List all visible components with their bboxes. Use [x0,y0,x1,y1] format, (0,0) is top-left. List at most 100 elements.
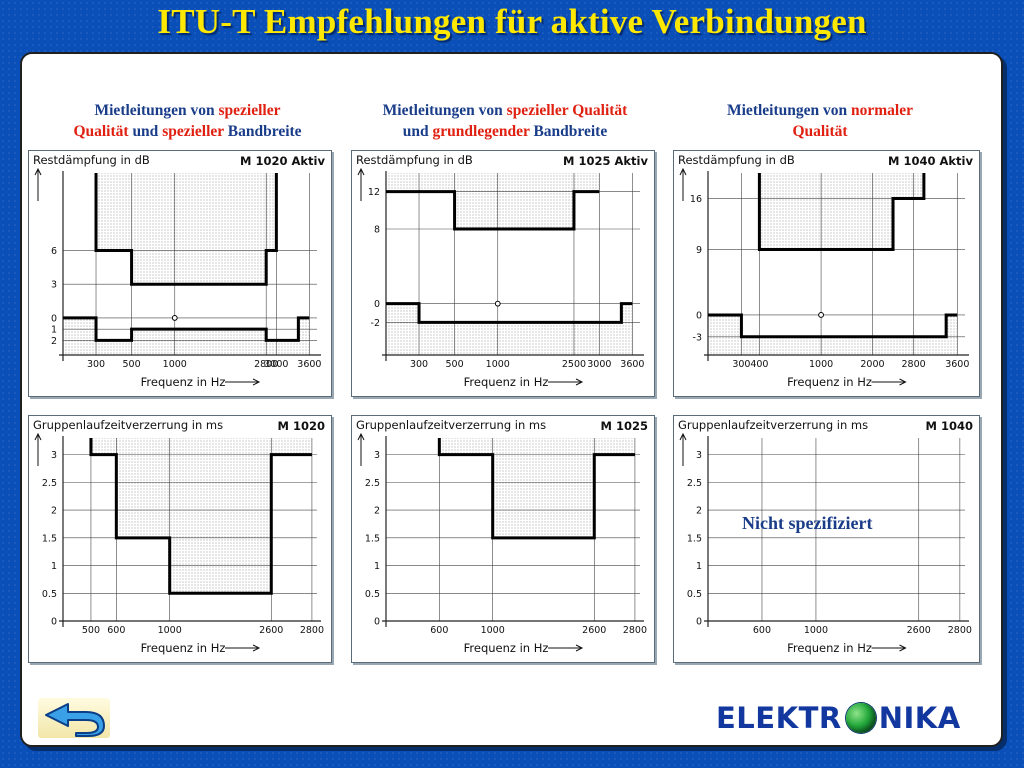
chart-m1020-attenuation: 300 500 1000 2800 3000 3600 6 3 0 1 2 Restdämpfung … [28,150,332,397]
x-axis-label: Frequenz in Hz [141,641,226,655]
y-tick-label: 3 [696,450,702,461]
y-tick-label: -2 [371,318,380,329]
chart-m1025-delay: 600 1000 2600 2800 3 2.5 2 1.5 1 0.5 0 Gruppenlaufz… [351,415,655,663]
lower-limit-shading [63,317,310,355]
header-highlight-text: Qualität [73,123,129,140]
y-tick-label: 2.5 [687,478,702,489]
y-tick-label: 3 [51,450,57,461]
y-tick-label: 1.5 [687,533,702,544]
x-tick-label: 300 [410,359,428,370]
y-tick-label: 2 [51,336,57,347]
upper-limit-line [386,190,600,231]
back-arrow-icon [38,698,110,738]
y-tick-label: 0 [51,617,57,628]
x-tick-label: 3600 [945,359,969,370]
x-tick-label: 1000 [809,359,833,370]
x-tick-label: 300 [732,359,750,370]
chart-code-label: M 1020 [278,419,325,433]
chart-svg: 600 1000 2600 2800 3 2.5 2 1.5 1 0.5 0 Gruppenlaufz… [678,418,973,655]
y-tick-label: 2 [374,506,380,517]
not-specified-label: Nicht spezifiziert [742,513,873,533]
upper-limit-line [89,438,312,595]
x-tick-label: 2800 [948,625,972,636]
upper-limit-shading [90,438,312,594]
y-tick-label: 1 [51,325,57,336]
header-highlight-text: spezieller Qualität [506,102,628,119]
slide-title: ITU-T Empfehlungen für aktive Verbindung… [157,2,867,41]
x-axis-label: Frequenz in Hz [464,375,549,389]
chart-svg: 300 400 1000 2000 2800 3600 16 9 0 -3 Restdämpfung… [678,153,973,389]
x-tick-label: 300 [87,359,105,370]
header-highlight-text: spezieller [218,102,281,119]
reference-point-marker [171,315,178,321]
x-direction-arrow-icon [225,644,261,652]
header-text: und [402,123,433,140]
y-tick-label: 0.5 [687,589,702,600]
upper-limit-shading [439,438,635,538]
header-text: und [128,123,163,140]
x-tick-label: 1000 [486,359,510,370]
x-tick-label: 1000 [804,625,828,636]
upper-limit-line [94,173,278,286]
column-header-2: Mietleitungen von spezieller Qualität und… [340,100,670,142]
y-tick-label: 0 [696,310,702,321]
x-tick-label: 3000 [587,359,611,370]
back-button[interactable] [38,698,110,738]
chart-code-label: M 1040 [926,419,973,433]
chart-svg: 300 500 1000 2500 3000 3600 12 8 0 -2 Restdämpfung… [356,153,648,389]
x-tick-label: 3600 [620,359,644,370]
chart-m1020-delay: 500 600 1000 2600 2800 3 2.5 2 1.5 1 0.5 0 Gruppenla… [28,415,332,663]
header-highlight-text: spezieller [162,123,224,140]
y-tick-label: 0 [696,617,702,628]
chart-code-label: M 1020 Aktiv [240,154,325,168]
reference-point-marker [494,300,501,307]
header-text: Mietleitungen von [382,102,507,119]
y-axis-label: Restdämpfung in dB [356,153,473,167]
upper-limit-line [437,438,635,540]
x-tick-label: 2800 [623,625,647,636]
x-direction-arrow-icon [871,644,907,652]
y-tick-label: 1 [696,561,702,572]
y-tick-label: 3 [51,280,57,291]
y-tick-label: 0.5 [42,589,57,600]
y-tick-label: 0 [374,299,380,310]
x-tick-label: 500 [446,359,464,370]
x-tick-label: 2600 [582,625,606,636]
y-axis-label: Gruppenlaufzeitverzerrung in ms [356,418,546,432]
header-text: Bandbreite [529,123,608,140]
y-axis-label: Gruppenlaufzeitverzerrung in ms [33,418,223,432]
column-header-1: Mietleitungen von spezieller Qualität und… [40,100,335,142]
gridlines [708,438,965,622]
y-tick-label: 0 [374,617,380,628]
x-tick-label: 3000 [264,359,288,370]
x-direction-arrow-icon [871,378,907,386]
x-tick-label: 1000 [163,359,187,370]
y-tick-label: 6 [51,246,57,257]
chart-code-label: M 1025 Aktiv [563,154,648,168]
globe-icon [845,703,876,733]
y-tick-label: 1.5 [42,533,57,544]
x-direction-arrow-icon [548,378,584,386]
header-highlight-text: normaler [851,102,913,119]
x-tick-label: 400 [750,359,768,370]
lower-limit-line [386,302,633,324]
lower-limit-shading [708,314,958,355]
x-tick-label: 3600 [297,359,321,370]
upper-limit-shading [386,173,600,229]
y-tick-label: 2 [51,506,57,517]
chart-m1025-attenuation: 300 500 1000 2500 3000 3600 12 8 0 -2 Restdämpfung… [351,150,655,397]
y-tick-label: 2.5 [365,478,380,489]
logo-text-left: ELEKTR [716,701,842,735]
y-direction-arrow-icon [357,432,365,466]
chart-svg: 600 1000 2600 2800 3 2.5 2 1.5 1 0.5 0 Gruppenlaufz… [356,418,648,655]
x-direction-arrow-icon [548,644,584,652]
upper-limit-line [757,173,926,251]
y-direction-arrow-icon [679,167,687,201]
y-tick-label: 1 [374,561,380,572]
x-tick-label: 2600 [907,625,931,636]
y-tick-label: 1 [51,561,57,572]
lower-limit-line [63,316,310,342]
chart-m1040-delay: 600 1000 2600 2800 3 2.5 2 1.5 1 0.5 0 Gruppenlaufz… [673,415,980,663]
y-tick-label: 12 [368,187,380,198]
chart-m1040-attenuation: 300 400 1000 2000 2800 3600 16 9 0 -3 Restdämpfung… [673,150,980,397]
